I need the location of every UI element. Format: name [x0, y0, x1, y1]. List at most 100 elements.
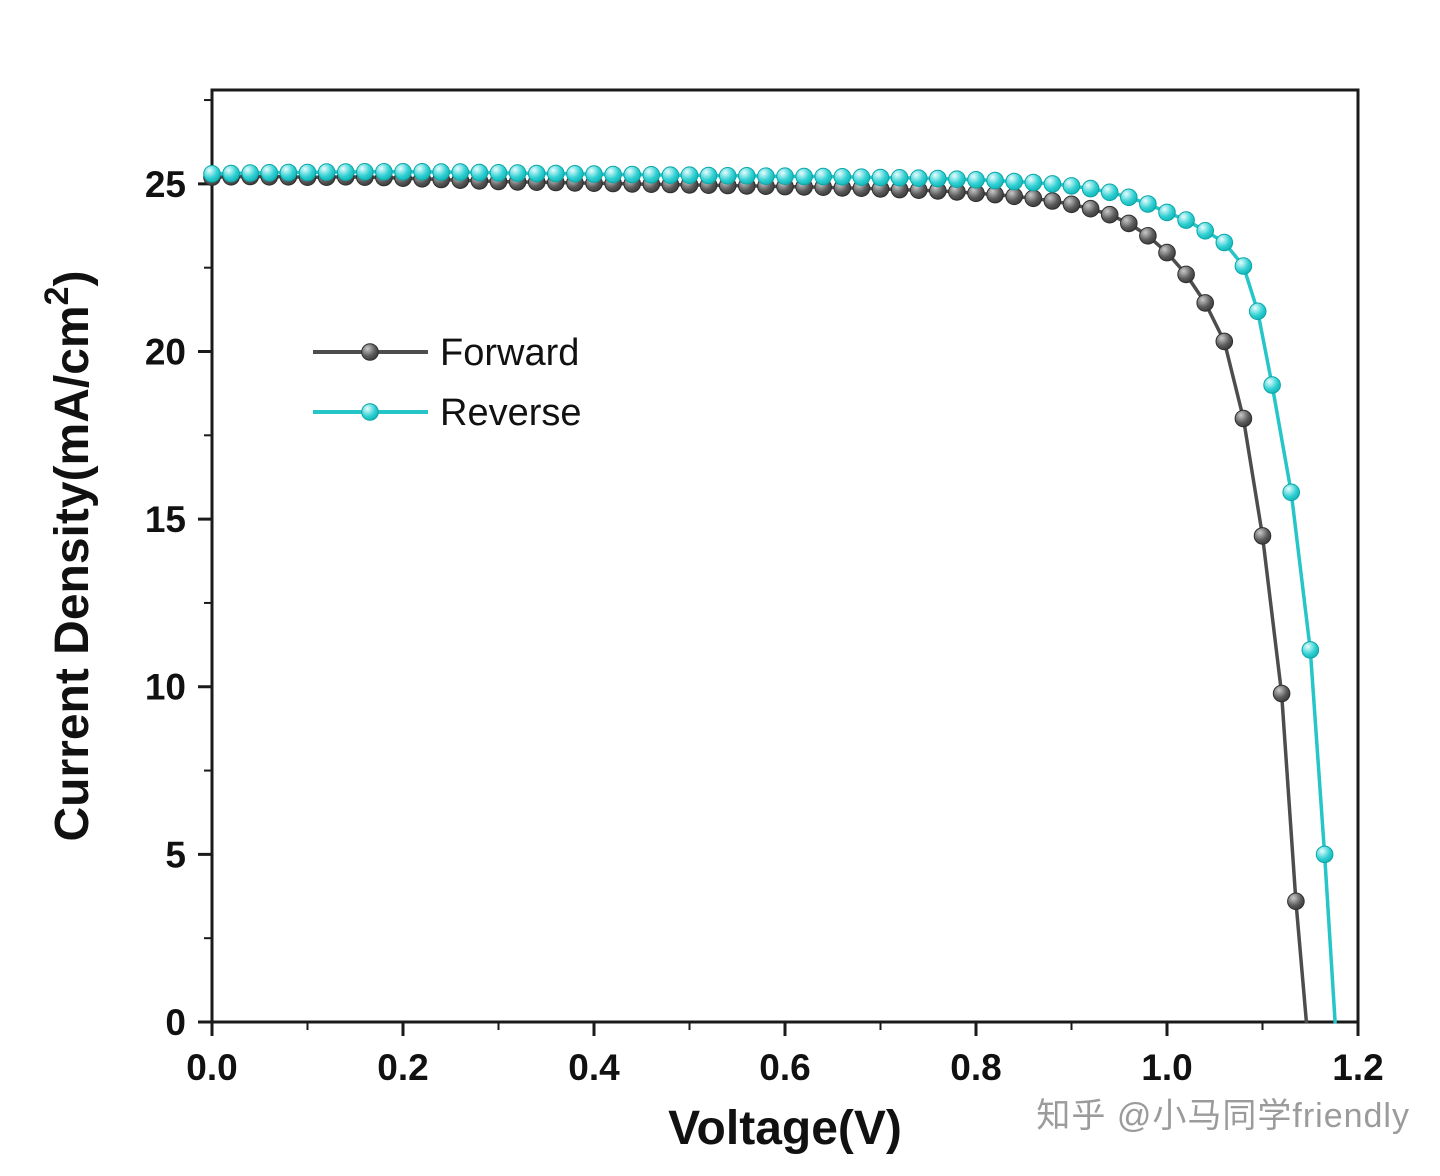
data-point-marker: [852, 168, 871, 186]
data-point-marker: [547, 164, 565, 183]
y-tick-label: 10: [145, 667, 186, 708]
data-point-marker: [432, 163, 451, 181]
data-point-marker: [1043, 175, 1062, 193]
data-point-marker: [1248, 302, 1267, 321]
data-point-marker: [1215, 233, 1234, 252]
data-point-marker: [948, 170, 966, 188]
data-point-marker: [394, 163, 412, 181]
data-point-marker: [871, 168, 890, 187]
data-point-marker: [470, 163, 489, 182]
data-point-marker: [375, 163, 393, 181]
data-point-marker: [222, 164, 240, 183]
y-tick-label: 0: [165, 1002, 186, 1043]
data-point-marker: [1043, 192, 1062, 210]
data-point-marker: [1120, 188, 1138, 207]
y-tick-label: 15: [145, 499, 186, 540]
watermark: 知乎 @小马同学friendly: [1036, 1097, 1410, 1135]
x-tick-label: 0.4: [568, 1047, 620, 1088]
data-point-marker: [1158, 203, 1176, 222]
data-point-marker: [1301, 641, 1320, 659]
data-point-marker: [1177, 265, 1195, 284]
data-point-marker: [1263, 376, 1281, 394]
legend: Forward Reverse: [313, 332, 582, 434]
y-axis-title: Current Density(mA/cm2): [38, 270, 99, 841]
data-point-marker: [1253, 527, 1272, 545]
data-point-marker: [1177, 211, 1195, 229]
x-tick-label: 0.0: [186, 1047, 237, 1088]
data-point-marker: [1287, 892, 1305, 911]
data-point-marker: [1215, 332, 1234, 351]
data-point-marker: [413, 163, 431, 181]
data-point-marker: [833, 168, 852, 186]
data-point-marker: [451, 163, 470, 181]
data-point-marker: [1100, 205, 1119, 224]
data-point-marker: [814, 167, 833, 186]
data-point-marker: [1062, 195, 1081, 214]
data-point-marker: [1196, 294, 1214, 312]
y-tick-label: 5: [165, 834, 186, 875]
y-tick-label: 20: [145, 331, 186, 372]
data-point-marker: [489, 164, 508, 182]
legend-label: Reverse: [440, 392, 582, 434]
data-point-marker: [718, 167, 737, 185]
data-point-marker: [986, 171, 1004, 190]
data-point-marker: [317, 163, 336, 181]
data-point-marker: [642, 166, 661, 184]
data-point-marker: [336, 163, 355, 181]
plot-frame: [210, 88, 1360, 1024]
x-axis-title: Voltage(V): [668, 1102, 902, 1155]
data-point-marker: [1024, 173, 1043, 192]
data-point-marker: [795, 167, 813, 186]
data-point-marker: [585, 165, 603, 183]
data-point-marker: [279, 163, 298, 182]
series-reverse: [203, 163, 1337, 1024]
x-axis: 0.0 0.2 0.4 0.6 0.8 1.0 1.2: [186, 1022, 1384, 1088]
data-point-marker: [260, 164, 279, 182]
legend-label: Forward: [440, 332, 579, 374]
data-point-marker: [1196, 222, 1214, 240]
data-point-marker: [1062, 177, 1081, 195]
data-point-marker: [604, 165, 622, 184]
data-point-marker: [776, 167, 794, 185]
data-point-marker: [738, 167, 756, 185]
data-point-marker: [1282, 483, 1300, 502]
data-point-marker: [241, 164, 259, 182]
series-line: [210, 174, 1309, 1024]
x-tick-label: 0.2: [377, 1047, 428, 1088]
data-point-marker: [1081, 199, 1100, 218]
data-point-marker: [757, 167, 775, 185]
x-tick-label: 0.6: [759, 1047, 810, 1088]
data-point-marker: [1100, 183, 1119, 202]
data-point-marker: [623, 165, 642, 184]
data-point-marker: [1024, 189, 1043, 208]
data-point-marker: [527, 164, 546, 183]
data-point-marker: [508, 164, 527, 182]
data-point-marker: [566, 165, 584, 183]
x-tick-label: 0.8: [950, 1047, 1001, 1088]
data-point-marker: [699, 166, 718, 185]
x-tick-label: 1.0: [1141, 1047, 1192, 1088]
data-point-marker: [890, 169, 909, 187]
data-point-marker: [1272, 684, 1291, 703]
data-point-marker: [1120, 214, 1138, 233]
y-axis: 0 5 10 15 20 25: [145, 99, 212, 1043]
data-point-marker: [356, 163, 374, 181]
data-point-marker: [909, 169, 928, 187]
data-point-marker: [1005, 172, 1024, 191]
data-point-marker: [298, 163, 317, 182]
data-point-marker: [967, 171, 985, 189]
legend-marker: [361, 403, 379, 421]
data-point-marker: [1158, 243, 1176, 262]
data-point-marker: [1234, 409, 1253, 428]
data-point-marker: [203, 165, 221, 183]
series-line: [210, 170, 1337, 1024]
data-point-marker: [1315, 845, 1334, 864]
y-tick-label: 25: [145, 164, 186, 205]
data-point-marker: [1081, 179, 1100, 198]
data-point-marker: [1005, 187, 1024, 206]
legend-marker: [361, 343, 379, 361]
data-point-marker: [661, 166, 680, 184]
data-point-marker: [1234, 257, 1253, 275]
